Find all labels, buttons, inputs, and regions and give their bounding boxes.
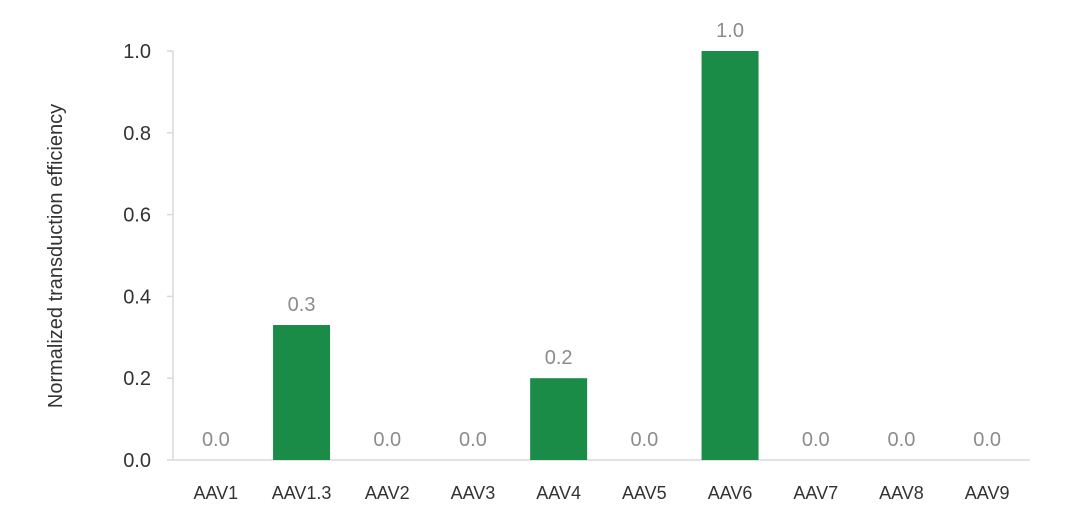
x-tick-label: AAV9 xyxy=(965,483,1010,503)
y-tick-label: 0.4 xyxy=(123,286,151,308)
bar-aav6 xyxy=(701,51,759,460)
x-tick-label: AAV4 xyxy=(536,483,581,503)
data-label: 0.0 xyxy=(630,429,658,451)
y-axis-title: Normalized transduction efficiency xyxy=(45,104,67,408)
data-label: 0.0 xyxy=(888,429,916,451)
x-tick-label: AAV5 xyxy=(622,483,667,503)
labels: 0.0 AAV1 0.3 AAV1.3 0.0 AAV2 0.0 AAV3 0.2 AAV4 0.0… xyxy=(193,20,1009,503)
x-tick-label: AAV2 xyxy=(365,483,410,503)
data-label: 0.0 xyxy=(202,429,230,451)
data-label: 0.2 xyxy=(545,347,573,369)
y-tick-label: 0.6 xyxy=(123,205,151,227)
data-label: 1.0 xyxy=(716,20,744,42)
data-label: 0.0 xyxy=(802,429,830,451)
x-tick-label: AAV8 xyxy=(879,483,924,503)
data-label: 0.0 xyxy=(459,429,487,451)
x-tick-label: AAV6 xyxy=(708,483,753,503)
y-tick-label: 0.0 xyxy=(123,450,151,472)
y-tick-label: 1.0 xyxy=(123,41,151,63)
x-tick-label: AAV1 xyxy=(193,483,238,503)
data-label: 0.3 xyxy=(288,294,316,316)
data-label: 0.0 xyxy=(973,429,1001,451)
bars xyxy=(273,51,759,460)
bar-aav4 xyxy=(530,378,588,460)
y-tick-label: 0.8 xyxy=(123,123,151,145)
y-tick-label: 0.2 xyxy=(123,368,151,390)
data-label: 0.0 xyxy=(373,429,401,451)
x-tick-label: AAV1.3 xyxy=(272,483,332,503)
x-tick-label: AAV7 xyxy=(793,483,838,503)
x-tick-label: AAV3 xyxy=(451,483,496,503)
bar-aav1-3 xyxy=(273,325,331,460)
